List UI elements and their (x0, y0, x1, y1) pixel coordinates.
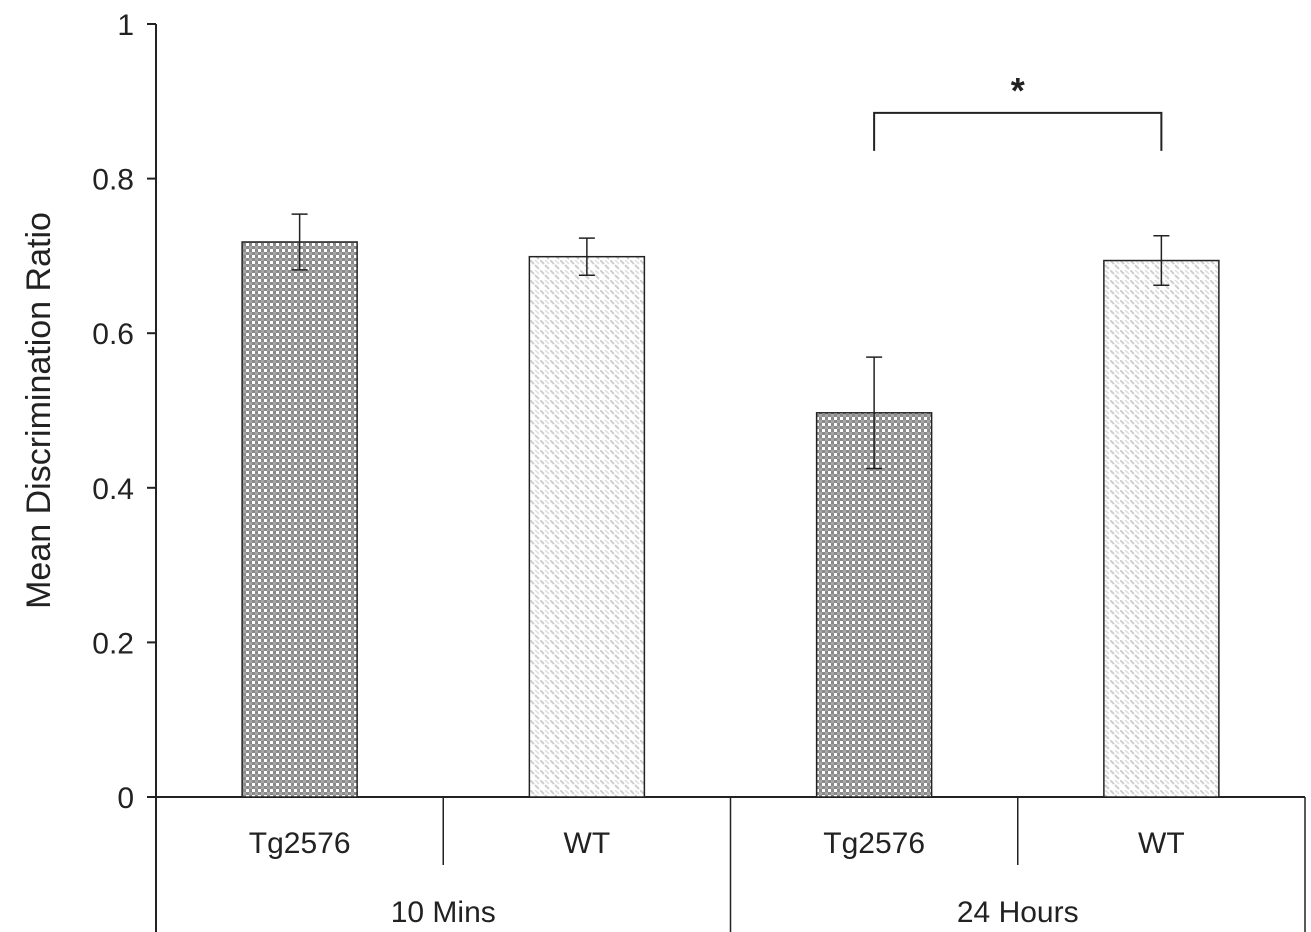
bar-24-hours-tg2576 (815, 412, 933, 798)
y-tick-label: 0.6 (92, 318, 134, 351)
category-label: Tg2576 (249, 827, 351, 860)
bar-10-mins-tg2576 (241, 241, 358, 798)
bar-24-hours-wt (1103, 259, 1220, 798)
significance-star: * (1011, 70, 1025, 111)
y-tick-label: 0 (117, 782, 134, 815)
category-label: WT (564, 827, 611, 860)
category-label: Tg2576 (823, 827, 925, 860)
axis-labels: 0 0.2 0.4 0.6 0.8 1 Mean Discrimination Ratio T… (20, 9, 1185, 929)
significance-bracket-line (873, 111, 1163, 151)
group-label: 10 Mins (391, 896, 496, 929)
bars (241, 241, 1220, 798)
bar-10-mins-wt (528, 255, 646, 798)
y-tick-label: 0.2 (92, 627, 134, 660)
y-tick-label: 1 (117, 9, 134, 42)
y-axis-label: Mean Discrimination Ratio (20, 212, 58, 609)
group-label: 24 Hours (957, 896, 1079, 929)
category-label: WT (1138, 827, 1185, 860)
error-bars (291, 213, 1170, 470)
y-tick-label: 0.4 (92, 473, 134, 506)
y-tick-label: 0.8 (92, 164, 134, 197)
significance-bracket: * (873, 70, 1163, 151)
